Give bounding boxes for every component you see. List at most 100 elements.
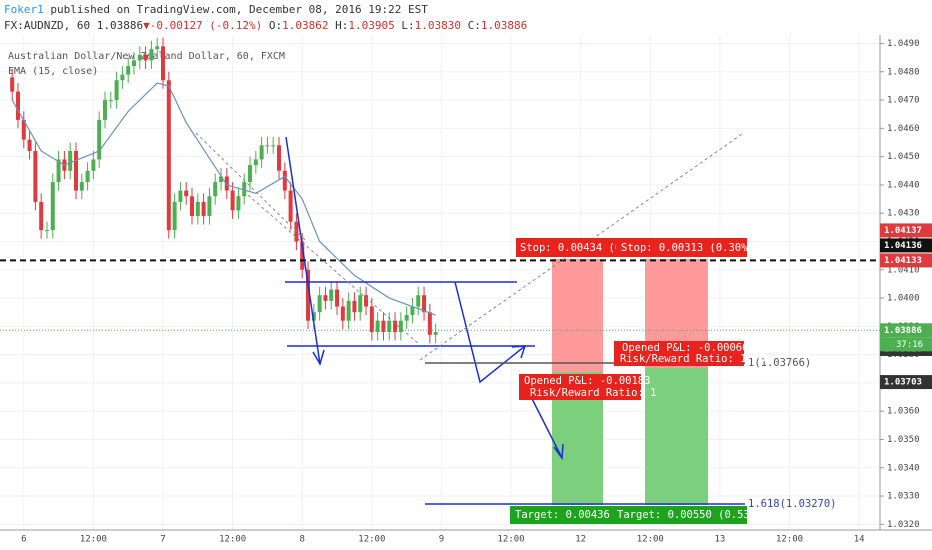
candle-body: [300, 241, 305, 270]
candle-body: [387, 320, 392, 332]
candle-body: [306, 269, 311, 321]
series: [0, 37, 880, 344]
ohlc: O:1.03862 H:1.03905 L:1.03830 C:1.03886: [269, 19, 527, 32]
candle-body: [277, 145, 282, 171]
candle-body: [381, 320, 386, 332]
candle-body: [329, 289, 334, 301]
candle-body: [50, 182, 55, 231]
candle-body: [311, 312, 316, 321]
x-tick-label: 12: [575, 535, 586, 545]
countdown-tag: [880, 337, 932, 352]
ohlc-value: 1.03862: [282, 19, 329, 32]
candle-body: [184, 190, 189, 197]
change: -0.00127 (-0.12%): [149, 19, 263, 32]
candle-body: [346, 300, 351, 321]
candle-body: [364, 295, 369, 307]
candle-body: [15, 91, 20, 120]
y-tick-label: 1.0430: [887, 209, 920, 219]
candle-body: [219, 176, 224, 183]
arrow-head: [511, 345, 527, 359]
fib-label: 1(1.03766): [748, 357, 811, 369]
candle-body: [340, 306, 345, 321]
author: Foker1: [4, 3, 44, 16]
price-tag-label: 1.04137: [884, 226, 922, 236]
candle-body: [33, 150, 38, 202]
rr-label: Risk/Reward Ratio: 1: [530, 387, 656, 399]
x-tick-label: 8: [300, 535, 305, 545]
candle-body: [207, 196, 212, 217]
price-tag: [880, 253, 932, 268]
x-tick-label: 6: [21, 535, 26, 545]
quote-line: FX:AUDNZD, 60 1.03886▼-0.00127 (-0.12%) …: [4, 18, 527, 34]
candle-body: [259, 145, 264, 160]
ohlc-value: 1.03886: [480, 19, 528, 32]
price-tag: [880, 223, 932, 238]
x-tick-label: 12:00: [80, 535, 107, 545]
indicator-label: EMA (15, close): [8, 66, 98, 77]
ohlc-value: 1.03830: [414, 19, 461, 32]
candle-body: [242, 182, 247, 197]
price-tag: [880, 375, 932, 390]
candle-body: [433, 332, 438, 335]
price-tag-label: 1.04136: [884, 241, 922, 251]
ohlc-key: O:: [268, 19, 283, 32]
candle-body: [317, 295, 322, 313]
candle-body: [39, 201, 44, 231]
price-tag: [880, 323, 932, 338]
candle-body: [404, 315, 409, 321]
candle-body: [126, 66, 131, 75]
candle-body: [416, 295, 421, 307]
y-tick-label: 1.0480: [887, 67, 920, 77]
fib-label: 1.618(1.03270): [748, 498, 837, 510]
candle-body: [56, 159, 61, 183]
pnl-box: [519, 374, 641, 400]
target-zone: [645, 368, 708, 505]
candle-body: [172, 201, 177, 231]
candle-body: [410, 306, 415, 316]
y-tick-label: 1.0320: [887, 520, 920, 530]
y-tick-label: 1.0330: [887, 492, 920, 502]
candle-body: [44, 230, 49, 232]
axes: 6 12:00 7 12:00 8 12:00 9 12:00 12 12:00 13 12:00 14…: [21, 39, 932, 545]
ema-line: [11, 82, 436, 316]
y-tick-label: 1.0460: [887, 124, 920, 134]
stop-zone: [552, 259, 603, 372]
candle-body: [358, 295, 363, 313]
candle-body: [335, 289, 340, 307]
candle-body: [114, 80, 119, 101]
target-label-box: [612, 506, 747, 524]
pnl-label: Opened P&L: -0.00066: [622, 342, 748, 354]
price-tag-label: 1.03703: [884, 378, 922, 388]
y-tick-label: 1.0410: [887, 265, 920, 275]
x-tick-label: 12:00: [358, 535, 385, 545]
candle-body: [166, 80, 171, 231]
candle-body: [102, 100, 107, 120]
candle-body: [143, 54, 148, 61]
candle-body: [85, 170, 90, 183]
candle-body: [323, 295, 328, 301]
candle-body: [132, 60, 137, 67]
candle-body: [236, 196, 241, 211]
candle-body: [97, 119, 102, 160]
down-arrow: ▼: [143, 19, 150, 32]
candle-body: [248, 165, 253, 183]
candle-body: [288, 190, 293, 222]
candle-body: [265, 145, 270, 147]
price-tag: [880, 238, 932, 253]
arrow-head: [553, 443, 564, 461]
x-tick-label: 9: [439, 535, 444, 545]
publish-line: Foker1 published on TradingView.com, Dec…: [4, 2, 527, 18]
candle-body: [369, 306, 374, 332]
trend-line: [195, 132, 306, 241]
last: 1.03886: [96, 19, 144, 32]
candle-body: [68, 150, 73, 171]
candle-body: [73, 150, 78, 191]
candle-body: [213, 182, 218, 197]
candle-body: [195, 201, 200, 217]
drawings: [285, 136, 745, 505]
trend-lines: [195, 132, 743, 361]
y-tick-label: 1.0470: [887, 96, 920, 106]
pnl-label: Opened P&L: -0.00183: [524, 375, 650, 387]
candle-body: [178, 190, 183, 202]
arrow: [285, 136, 321, 365]
